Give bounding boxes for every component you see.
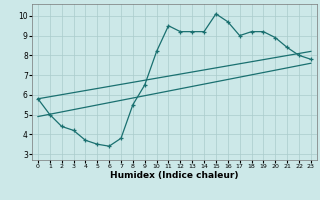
X-axis label: Humidex (Indice chaleur): Humidex (Indice chaleur) [110, 171, 239, 180]
